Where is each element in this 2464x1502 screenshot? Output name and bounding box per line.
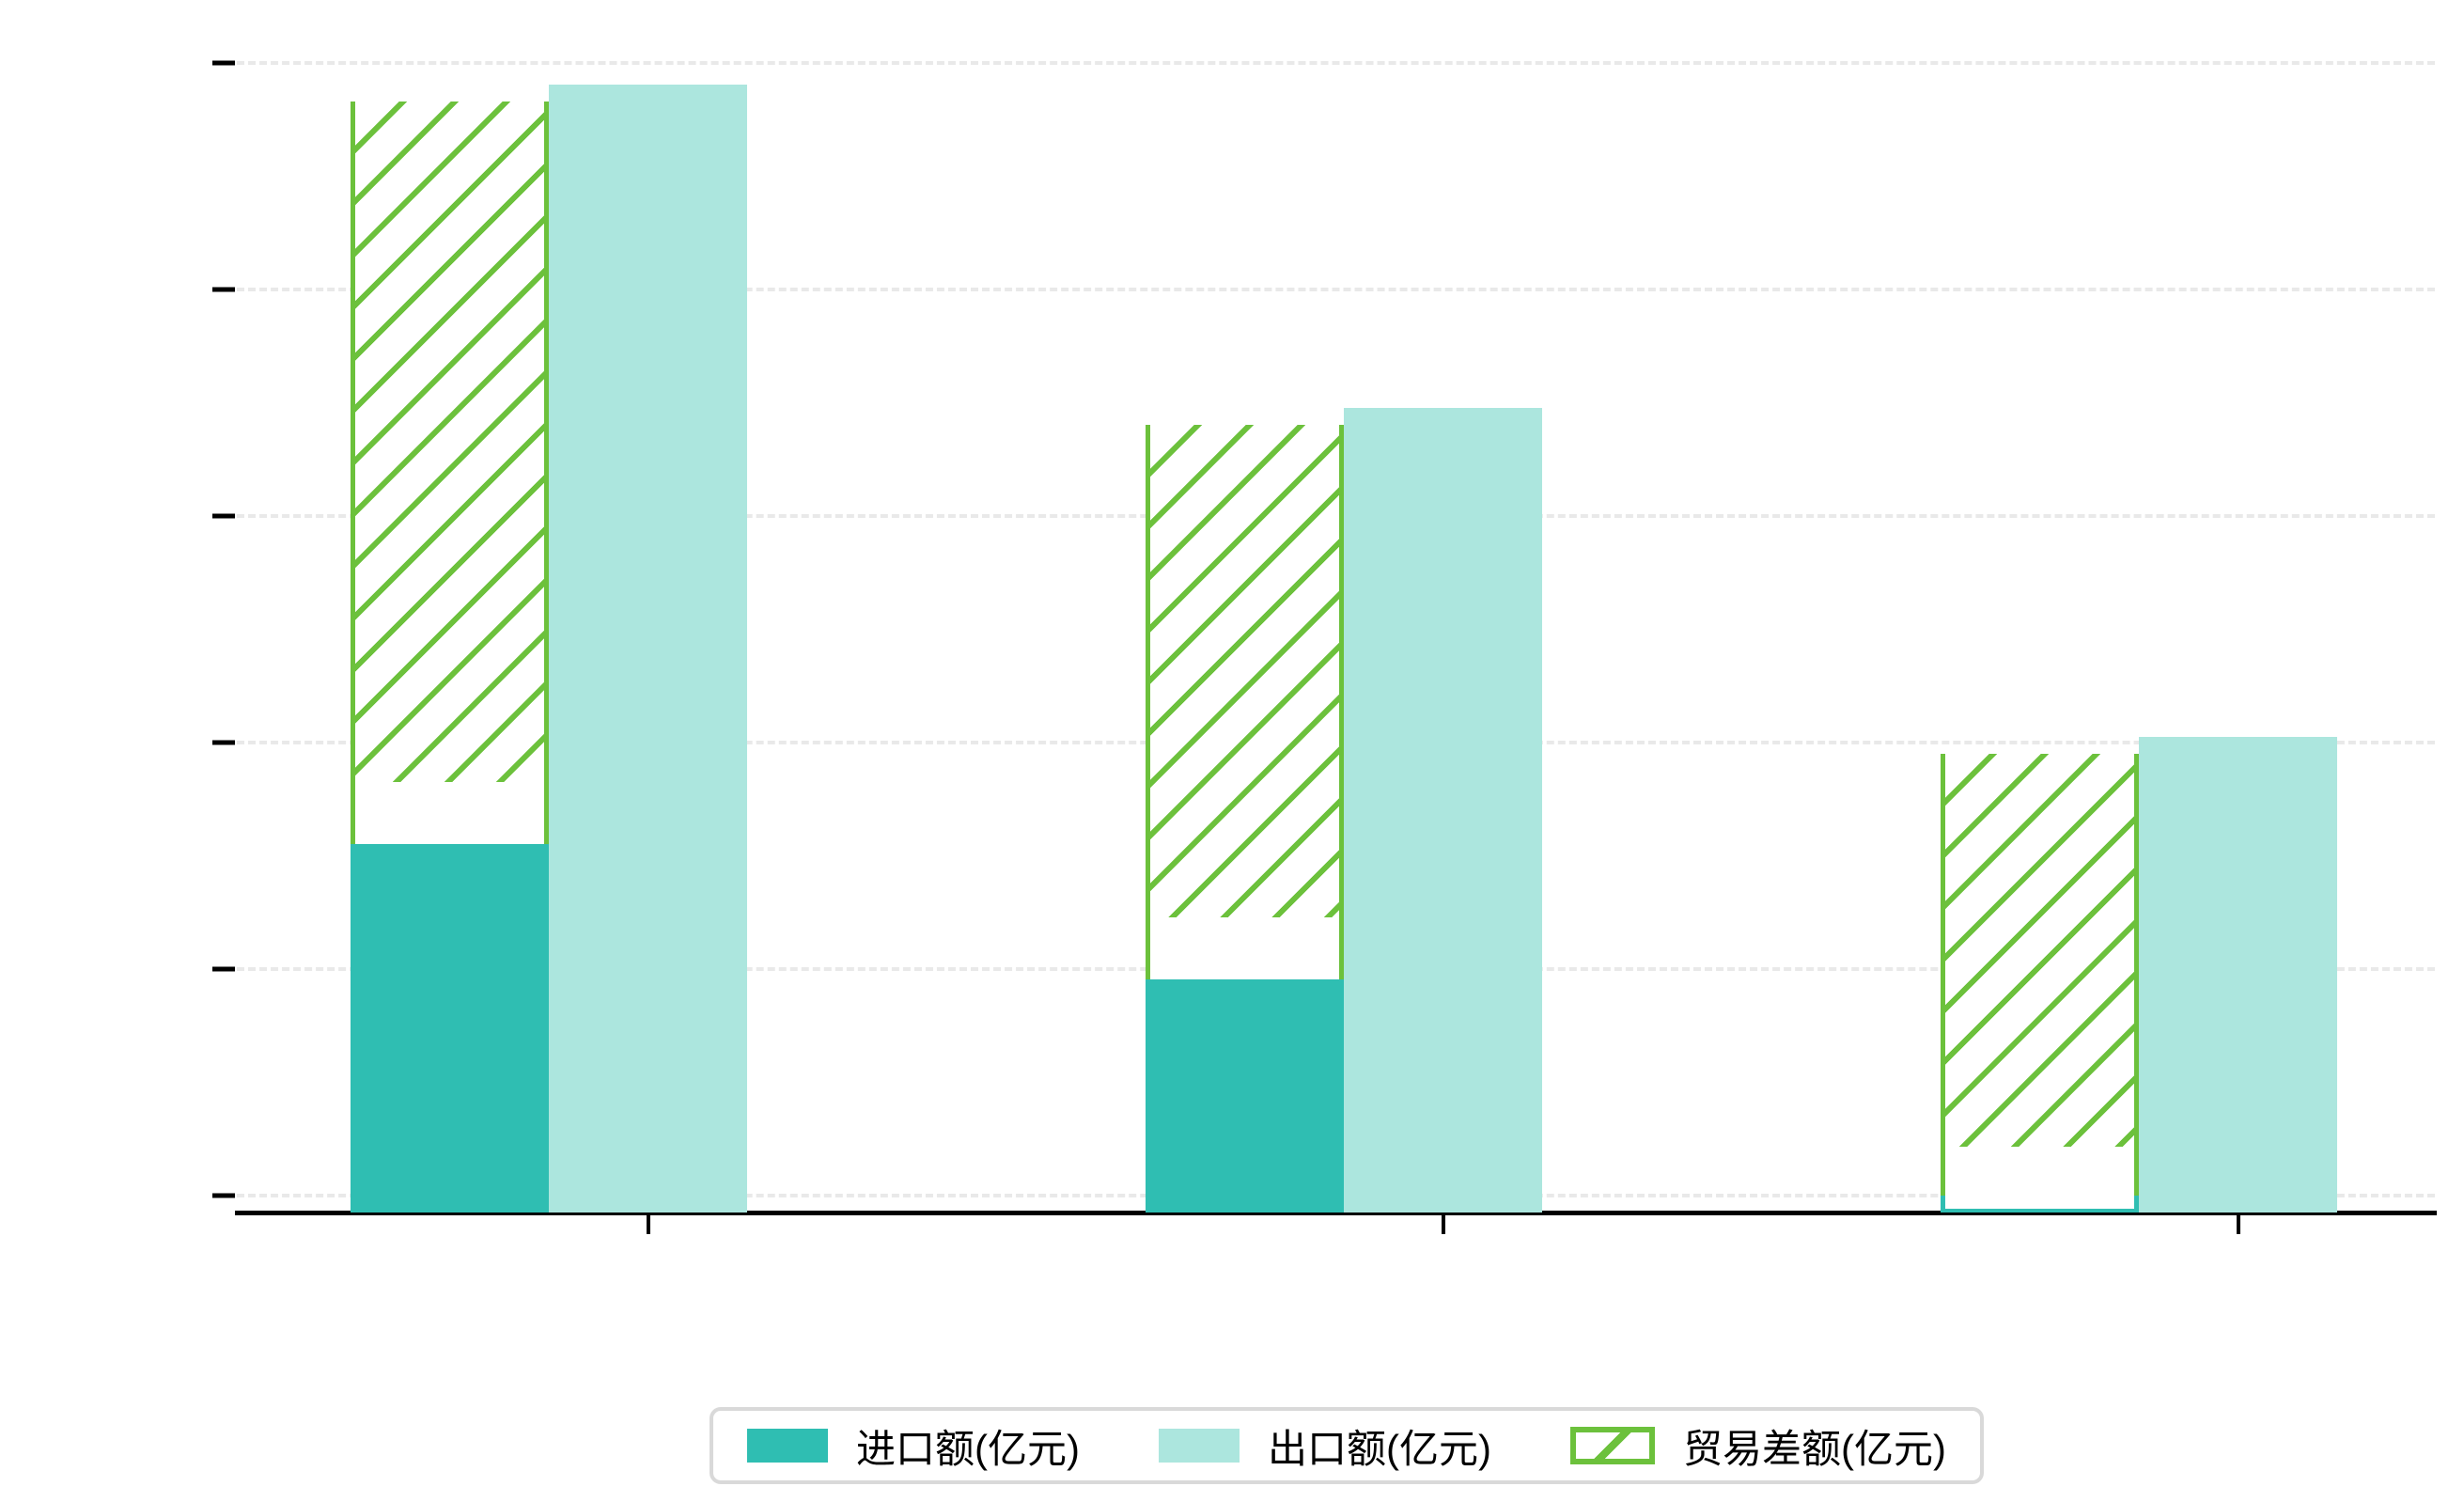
- legend-item-export: 出口额(亿元): [1159, 1417, 1491, 1475]
- import-bar: [351, 844, 549, 1213]
- x-tick-mark: [1442, 1215, 1445, 1234]
- y-tick-mark: [212, 60, 235, 66]
- y-tick-mark: [212, 966, 235, 972]
- legend-label-import: 进口额(亿元): [856, 1426, 1080, 1471]
- import-value-label: [355, 782, 544, 845]
- y-tick-mark: [212, 1193, 235, 1198]
- export-bar: [1344, 408, 1542, 1213]
- balance-bar: [351, 101, 549, 845]
- export-bar: [2139, 736, 2337, 1213]
- import-value-label: [1945, 1147, 2134, 1209]
- balance-bar: [1146, 425, 1344, 979]
- legend-swatch-balance-hatch-icon: [1570, 1427, 1655, 1464]
- legend-item-balance: 贸易差额(亿元): [1570, 1417, 1946, 1475]
- y-tick-mark: [212, 287, 235, 292]
- balance-bar: [1941, 753, 2139, 1211]
- legend-item-import: 进口额(亿元): [747, 1417, 1080, 1475]
- y-gridline: [237, 287, 2435, 291]
- x-tick-mark: [2237, 1215, 2240, 1234]
- legend: 进口额(亿元) 出口额(亿元) 贸易差额(亿元): [710, 1407, 1984, 1484]
- legend-label-export: 出口额(亿元): [1268, 1426, 1491, 1471]
- legend-swatch-export: [1159, 1429, 1240, 1463]
- y-tick-mark: [212, 740, 235, 745]
- x-axis-line: [235, 1211, 2437, 1215]
- y-gridline: [237, 60, 2435, 65]
- y-tick-mark: [212, 513, 235, 519]
- x-tick-mark: [647, 1215, 650, 1234]
- legend-swatch-import: [747, 1429, 828, 1463]
- import-value-label: [1150, 916, 1339, 979]
- legend-label-balance: 贸易差额(亿元): [1683, 1426, 1946, 1471]
- export-bar: [549, 84, 747, 1213]
- import-bar: [1146, 978, 1344, 1213]
